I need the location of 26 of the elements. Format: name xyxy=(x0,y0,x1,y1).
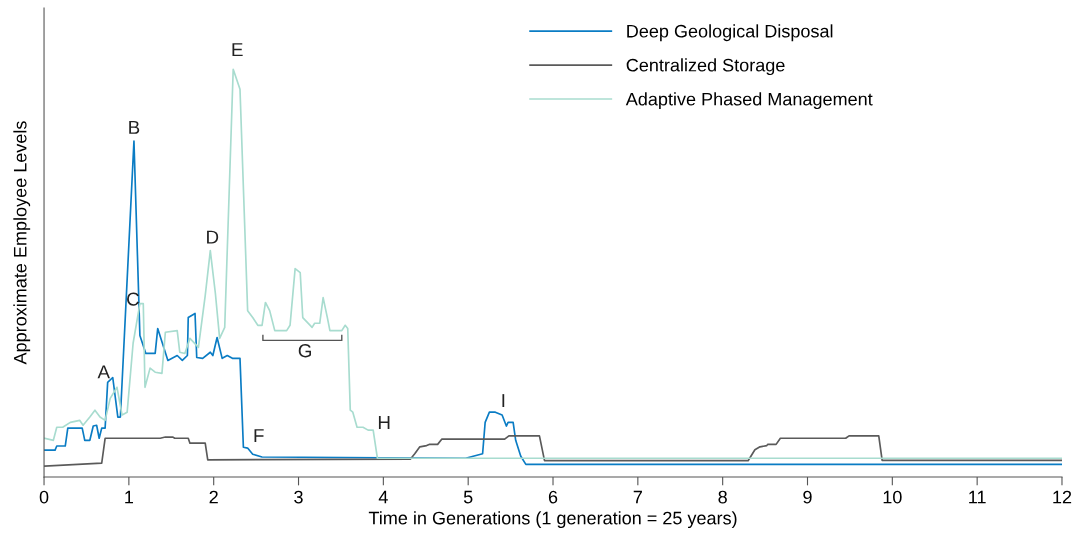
x-tick-label: 6 xyxy=(548,490,558,504)
x-tick-label: 0 xyxy=(39,490,49,504)
annotation: F xyxy=(254,429,264,443)
annotation: B xyxy=(129,120,140,134)
x-tick-label: 1 xyxy=(125,490,134,504)
x-tick-label: 4 xyxy=(378,490,388,504)
annotation: G xyxy=(298,344,311,358)
legend-label: Deep Geological Disposal xyxy=(627,24,833,42)
x-tick-label: 10 xyxy=(883,490,902,504)
x-tick-label: 2 xyxy=(209,490,218,504)
legend-label: Adaptive Phased Management xyxy=(625,92,873,110)
y-axis-title: Approximate Employee Levels xyxy=(13,121,31,365)
x-tick-label: 5 xyxy=(463,490,473,504)
x-tick-label: 9 xyxy=(803,490,812,504)
x-axis-title: Time in Generations (1 generation = 25 years) xyxy=(368,511,737,529)
annotation: I xyxy=(502,394,505,408)
x-tick-label: 8 xyxy=(718,490,727,504)
annotation: A xyxy=(97,365,110,379)
annotation: H xyxy=(378,416,390,429)
annotation: D xyxy=(207,230,219,244)
x-tick-label: 3 xyxy=(294,490,303,504)
legend-label: Centralized Storage xyxy=(626,58,785,76)
x-tick-label: 7 xyxy=(633,490,642,504)
annotation: E xyxy=(232,43,243,57)
x-tick-label: 11 xyxy=(969,490,986,504)
x-tick-label: 12 xyxy=(1053,490,1072,504)
